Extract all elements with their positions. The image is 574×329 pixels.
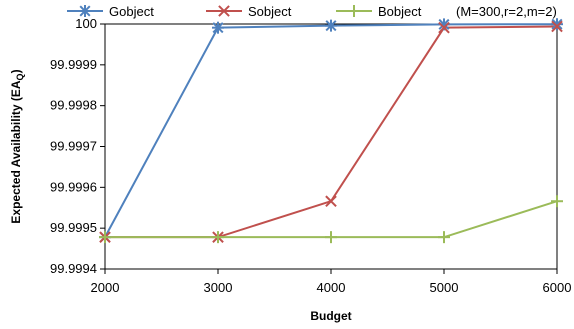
legend-marker-gobject	[79, 5, 91, 17]
y-tick-label: 99.9999	[50, 57, 97, 72]
series-lines	[104, 23, 558, 239]
legend: Gobject Sobject Bobject (M=300,r=2,m=2)	[67, 4, 557, 19]
legend-marker-sobject	[218, 5, 230, 17]
y-tick-label: 99.9996	[50, 179, 97, 194]
x-tick-label: 6000	[543, 280, 572, 295]
y-axis-ticks: 99.9994 99.9995 99.9996 99.9997 99.9998 99.99…	[50, 16, 105, 276]
data-point-sobject	[551, 20, 563, 33]
legend-label-gobject: Gobject	[109, 4, 154, 19]
data-point-bobject	[212, 231, 224, 244]
legend-note: (M=300,r=2,m=2)	[456, 4, 557, 19]
y-axis-title-close: )	[9, 69, 23, 73]
y-tick-label: 99.9998	[50, 98, 97, 113]
series-line-gobject	[104, 23, 558, 238]
data-point-bobject	[438, 231, 450, 244]
y-tick-label: 99.9994	[50, 261, 97, 276]
y-axis-title-main: Expected Availability (EA	[9, 80, 23, 223]
x-tick-label: 2000	[91, 280, 120, 295]
data-point-gobject	[551, 18, 563, 31]
x-tick-label: 4000	[317, 280, 346, 295]
data-point-bobject	[325, 231, 337, 244]
series-line-sobject	[105, 25, 558, 239]
data-point-sobject	[438, 21, 450, 34]
legend-marker-bobject	[348, 5, 360, 17]
x-tick-label: 3000	[204, 280, 233, 295]
data-point-bobject	[99, 231, 111, 244]
y-tick-label: 100	[75, 16, 97, 31]
legend-label-sobject: Sobject	[248, 4, 292, 19]
data-point-gobject	[212, 21, 224, 34]
legend-label-bobject: Bobject	[378, 4, 422, 19]
legend-item-bobject: Bobject	[336, 4, 422, 19]
y-axis-title: Expected Availability (EAQ)	[9, 69, 25, 223]
x-tick-label: 5000	[430, 280, 459, 295]
x-axis-ticks: 2000 3000 4000 5000 6000	[91, 269, 572, 295]
data-point-sobject	[325, 195, 337, 208]
y-tick-label: 99.9995	[50, 220, 97, 235]
y-tick-label: 99.9997	[50, 139, 97, 154]
series-points	[99, 18, 563, 244]
x-axis-title: Budget	[310, 309, 351, 323]
data-point-bobject	[551, 195, 563, 208]
legend-item-sobject: Sobject	[206, 4, 292, 19]
y-axis-title-subscript: Q	[15, 73, 25, 80]
legend-item-gobject: Gobject	[67, 4, 154, 19]
data-point-gobject	[325, 19, 337, 32]
